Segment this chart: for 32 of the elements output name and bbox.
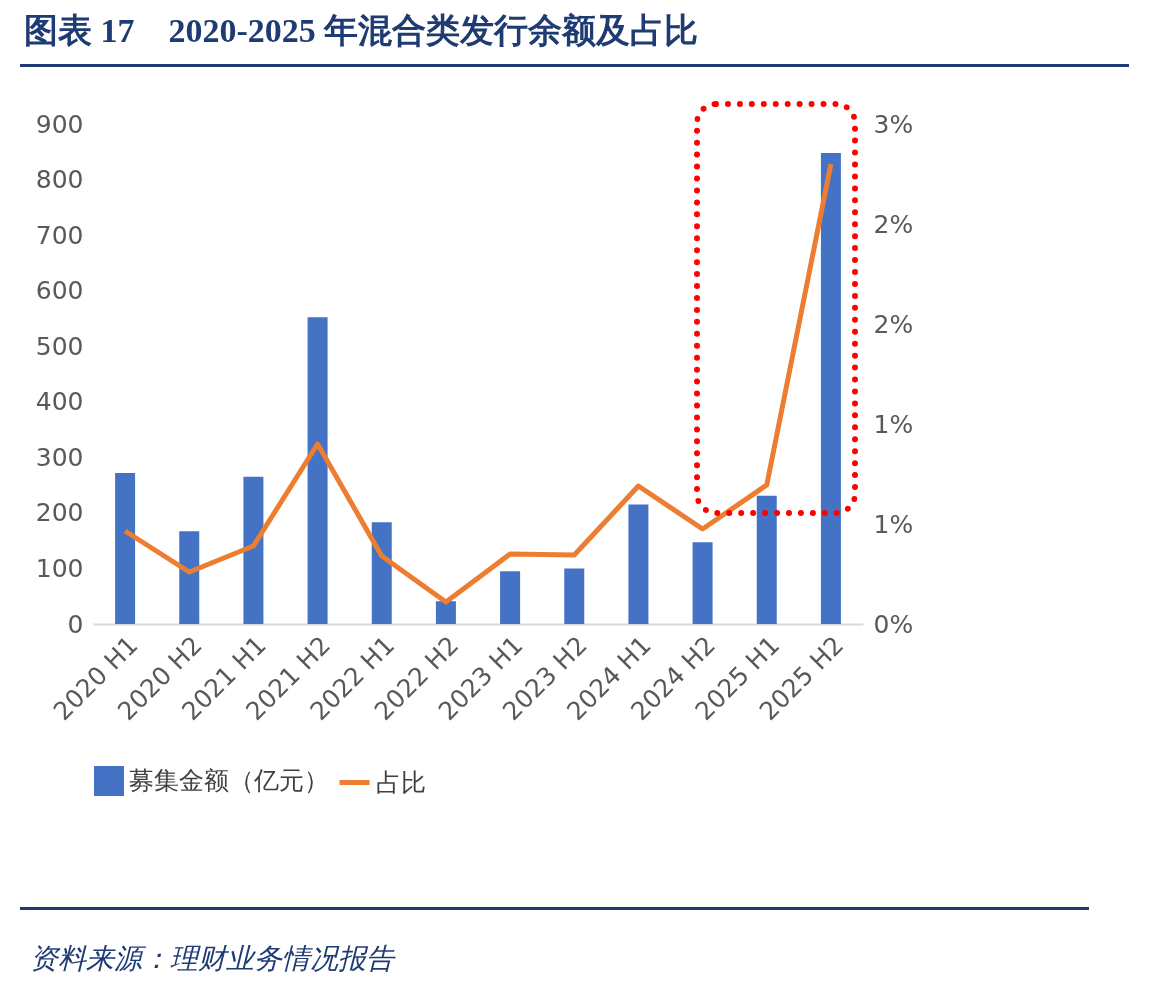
y2-tick-label: 0% xyxy=(873,609,914,639)
bar xyxy=(564,568,585,624)
legend-label: 占比 xyxy=(376,767,426,797)
y2-tick-label: 2% xyxy=(873,209,914,239)
bar xyxy=(371,522,392,624)
y-tick-label: 800 xyxy=(35,165,84,195)
y2-tick-label: 2% xyxy=(873,309,914,339)
y-tick-label: 400 xyxy=(35,387,84,417)
bar xyxy=(628,504,649,624)
bar xyxy=(756,495,777,624)
y2-tick-label: 1% xyxy=(873,509,914,539)
y-tick-label: 0 xyxy=(67,609,84,639)
bar xyxy=(307,317,328,624)
y-tick-label: 200 xyxy=(35,498,84,528)
bar xyxy=(692,542,713,624)
y-tick-label: 300 xyxy=(35,442,84,472)
text: 资料来源：理财业务情况报告 xyxy=(20,907,1089,978)
bar xyxy=(435,601,456,624)
y-tick-label: 500 xyxy=(35,331,84,361)
bar xyxy=(500,571,521,624)
y-tick-label: 600 xyxy=(35,276,84,306)
y-tick-label: 700 xyxy=(35,220,84,250)
y2-tick-label: 3% xyxy=(873,109,914,139)
legend-label: 募集金额（亿元） xyxy=(129,766,329,795)
bar xyxy=(115,472,136,624)
bar xyxy=(820,152,841,624)
chart-title: 图表 17 2020-2025 年混合类发行余额及占比 xyxy=(20,8,1129,67)
bar xyxy=(179,531,200,624)
y2-tick-label: 1% xyxy=(873,409,914,439)
bar xyxy=(243,476,264,624)
y-tick-label: 900 xyxy=(35,109,84,139)
y-tick-label: 100 xyxy=(35,553,84,583)
